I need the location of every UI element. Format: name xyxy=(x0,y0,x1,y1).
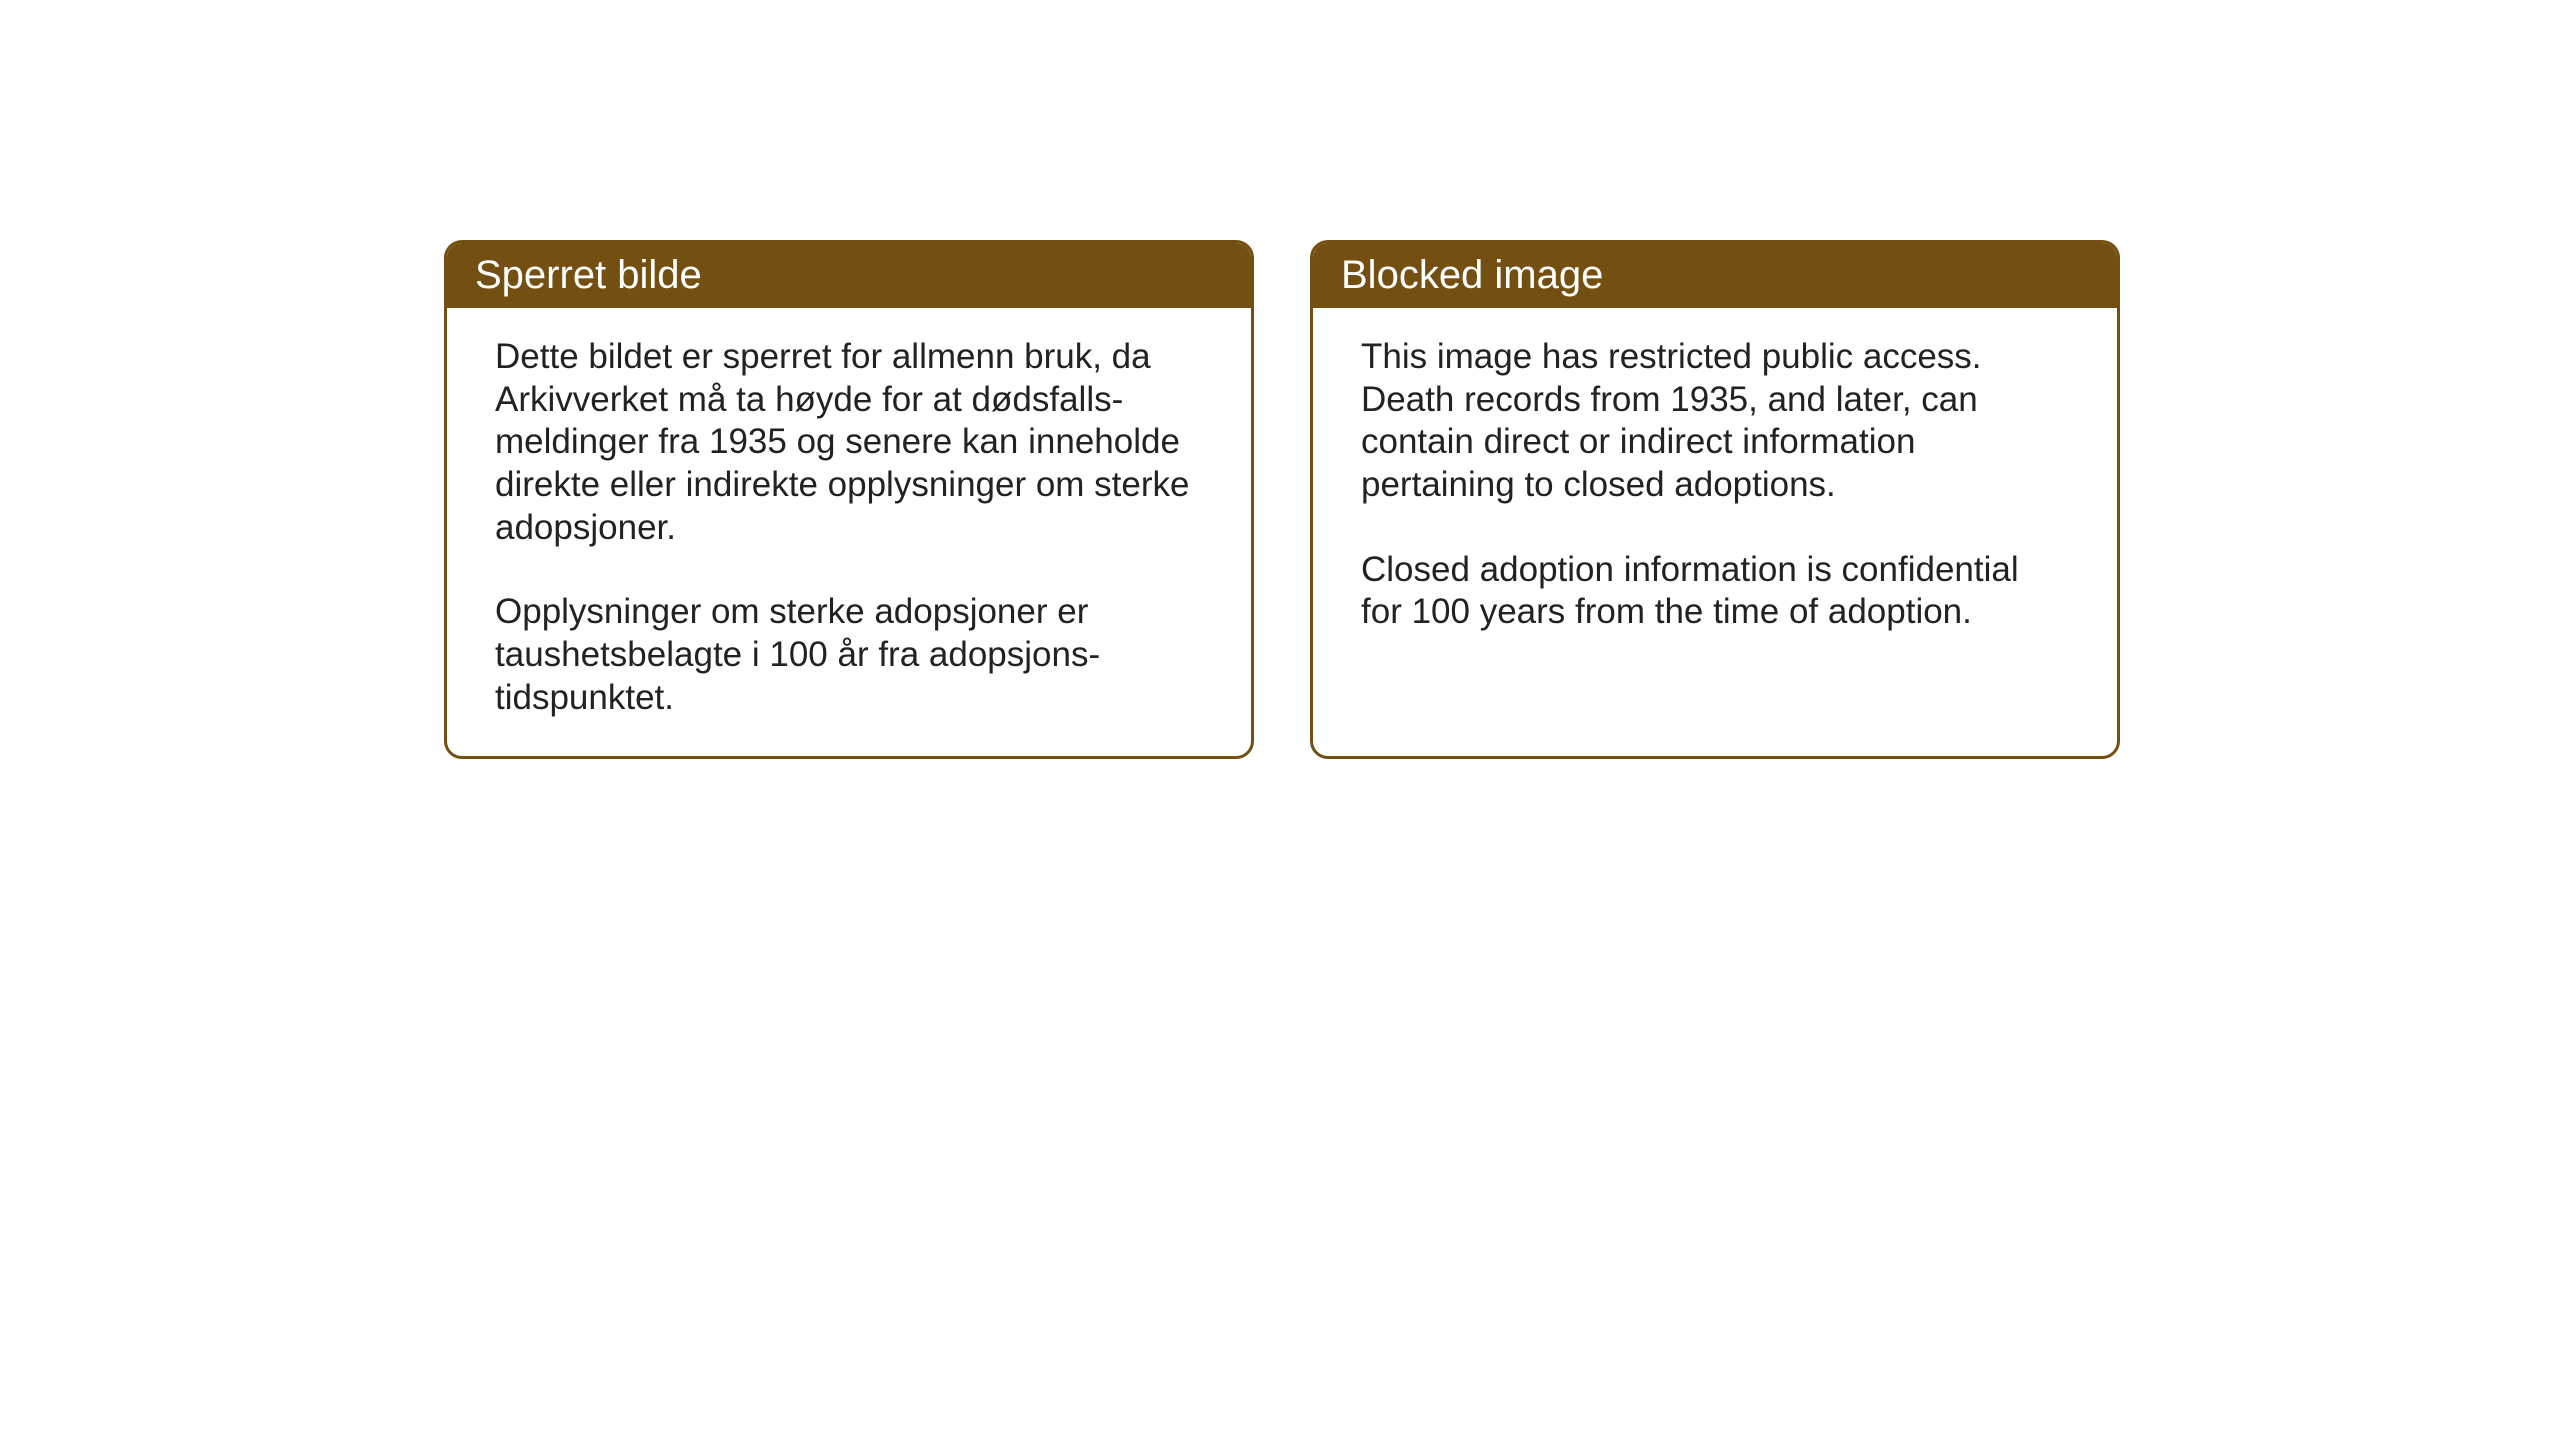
notice-box-english: Blocked image This image has restricted … xyxy=(1310,240,2120,759)
notice-paragraph-2-norwegian: Opplysninger om sterke adopsjoner er tau… xyxy=(495,591,1203,719)
notice-paragraph-1-english: This image has restricted public access.… xyxy=(1361,336,2069,507)
notice-body-norwegian: Dette bildet er sperret for allmenn bruk… xyxy=(447,308,1251,756)
notice-box-norwegian: Sperret bilde Dette bildet er sperret fo… xyxy=(444,240,1254,759)
notice-body-english: This image has restricted public access.… xyxy=(1313,308,2117,748)
notice-paragraph-2-english: Closed adoption information is confident… xyxy=(1361,549,2069,634)
notice-header-english: Blocked image xyxy=(1313,243,2117,308)
notice-container: Sperret bilde Dette bildet er sperret fo… xyxy=(444,240,2120,759)
notice-paragraph-1-norwegian: Dette bildet er sperret for allmenn bruk… xyxy=(495,336,1203,549)
notice-header-norwegian: Sperret bilde xyxy=(447,243,1251,308)
